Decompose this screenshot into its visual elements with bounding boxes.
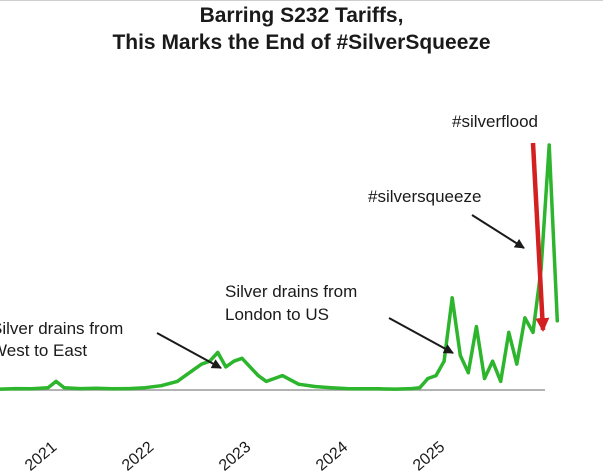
data-point [466, 371, 470, 375]
chart-title-line-2: This Marks the End of #SilverSqueeze [112, 31, 491, 54]
data-point [361, 387, 365, 391]
data-point [474, 325, 478, 329]
top-border [0, 0, 603, 1]
data-point [54, 379, 58, 383]
silversqueeze-arrow [471, 214, 525, 249]
data-point [248, 365, 252, 369]
data-point [523, 316, 527, 320]
data-point [240, 356, 244, 360]
data-point [345, 387, 349, 391]
annotation-silversqueeze-line-1: #silversqueeze [368, 187, 481, 206]
data-point [547, 143, 551, 147]
data-point [418, 386, 422, 390]
annotation-london-us: Silver drains from London to US [225, 282, 362, 324]
data-point [458, 353, 462, 357]
data-point [143, 386, 147, 390]
data-point [14, 387, 18, 391]
data-point [94, 386, 99, 390]
data-point [111, 387, 115, 391]
data-point [499, 379, 503, 383]
data-point [78, 387, 82, 391]
x-tick-label: 2021 [22, 439, 60, 475]
x-tick-label: 2025 [410, 439, 448, 475]
annotation-west-east-line-2: West to East [0, 341, 87, 360]
data-point [555, 319, 559, 323]
x-tick-label: 2022 [119, 439, 157, 475]
data-point [256, 374, 260, 378]
data-point [313, 384, 317, 389]
data-point [183, 374, 187, 378]
annotation-london-us-line-2: London to US [225, 305, 329, 324]
data-point [232, 359, 236, 363]
data-point [62, 386, 66, 390]
data-point [329, 386, 333, 390]
data-point [159, 384, 163, 388]
data-point [46, 386, 50, 390]
data-point [377, 387, 381, 391]
data-point [30, 387, 34, 391]
chart-title: Barring S232 Tariffs, This Marks the End… [0, 2, 603, 56]
data-point [0, 387, 2, 391]
annotation-west-east-line-1: Silver drains from [0, 319, 123, 338]
data-point [491, 359, 495, 363]
data-point [264, 379, 268, 383]
data-point [434, 374, 438, 378]
data-point [442, 359, 446, 363]
data-point [515, 362, 519, 366]
data-point [507, 330, 511, 334]
data-point [426, 376, 430, 381]
annotation-west-east: Silver drains from West to East [0, 319, 128, 360]
x-axis-ticks: 2021 2022 2023 2024 2025 [22, 439, 448, 475]
x-tick-label: 2023 [216, 439, 254, 475]
chart-title-line-1: Barring S232 Tariffs, [199, 4, 404, 27]
annotation-silverflood: #silverflood [452, 112, 538, 131]
data-point [450, 296, 454, 300]
west-east-arrow [156, 332, 222, 369]
annotation-silverflood-line-1: #silverflood [452, 112, 538, 131]
data-point [216, 350, 220, 355]
data-point [482, 376, 487, 381]
data-point [531, 330, 535, 334]
data-point [224, 365, 228, 369]
flood-arrow [530, 142, 550, 332]
data-point [191, 368, 196, 372]
annotation-silversqueeze: #silversqueeze [368, 187, 481, 206]
data-point [394, 387, 398, 391]
london-us-arrow [388, 317, 454, 354]
data-point [127, 387, 131, 391]
x-tick-label: 2024 [313, 439, 351, 475]
data-point [175, 379, 179, 383]
data-point [297, 382, 301, 386]
data-point [280, 374, 284, 378]
annotation-london-us-line-1: Silver drains from [225, 282, 357, 301]
data-point [200, 362, 204, 366]
data-point [410, 387, 414, 391]
